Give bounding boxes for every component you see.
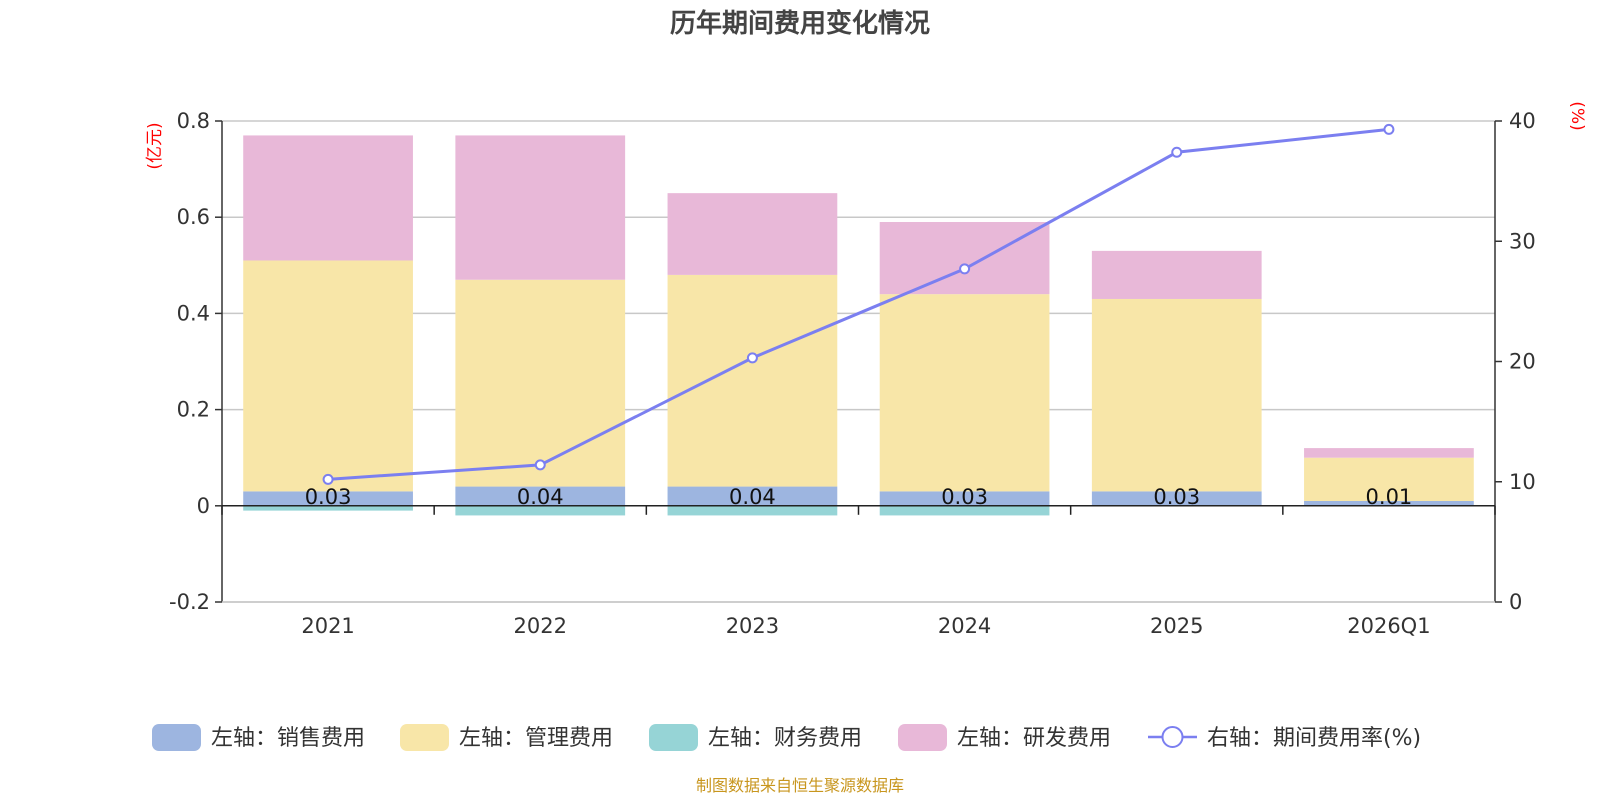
legend-item: 左轴：研发费用 (898, 724, 1111, 751)
rate-point (1171, 146, 1183, 158)
category-label: 2026Q1 (1347, 614, 1430, 638)
legend-item: 左轴：财务费用 (649, 724, 862, 751)
bar-segment (667, 274, 838, 487)
legend-item: 右轴：期间费用率(%) (1148, 726, 1421, 751)
legend-label: 右轴：期间费用率(%) (1207, 726, 1421, 751)
rate-line (322, 123, 1395, 485)
rate-point (534, 459, 546, 471)
legend-label: 左轴：财务费用 (708, 726, 862, 751)
bar-segment (667, 193, 838, 275)
bar-segment (1091, 491, 1262, 506)
left-tick-label: -0.2 (169, 590, 210, 614)
left-tick-label: 0.4 (177, 301, 210, 325)
data-label: 0.04 (729, 485, 776, 509)
bar-segment (879, 294, 1050, 492)
data-label: 0.03 (941, 485, 988, 509)
rate-point (322, 473, 334, 485)
legend-swatch (898, 724, 947, 751)
left-tick-label: 0 (197, 494, 210, 518)
right-tick-label: 20 (1509, 350, 1536, 374)
category-label: 2022 (514, 614, 567, 638)
data-label: 0.03 (1153, 485, 1200, 509)
legend-marker (1161, 726, 1184, 748)
bar-segment (879, 491, 1050, 506)
left-axis-unit: (亿元) (145, 122, 165, 169)
bar-segment (879, 222, 1050, 295)
axes: -0.2 0 0.2 0.4 0.6 0.8 0 10 20 30 40 2021 2022 2023 20… (169, 109, 1536, 638)
right-axis-unit: (%) (1567, 101, 1587, 130)
right-tick-label: 0 (1509, 590, 1522, 614)
rate-point (1383, 123, 1395, 135)
legend-label: 左轴：销售费用 (211, 726, 365, 751)
bar-segment (879, 505, 1050, 516)
legend-item: 左轴：销售费用 (152, 724, 365, 751)
chart-title: 历年期间费用变化情况 (670, 8, 930, 39)
left-tick-label: 0.6 (177, 205, 210, 229)
rate-point (746, 352, 758, 364)
left-tick-label: 0.8 (177, 109, 210, 133)
bar-segment (243, 491, 413, 506)
category-label: 2025 (1150, 614, 1203, 638)
legend-swatch (400, 724, 449, 751)
data-label: 0.01 (1366, 485, 1413, 509)
legend-swatch (152, 724, 201, 751)
bar-segment (243, 260, 413, 492)
legend-swatch (649, 724, 698, 751)
bar-segment (667, 486, 838, 506)
legend-label: 左轴：研发费用 (957, 726, 1111, 751)
bar-segment (1304, 448, 1474, 458)
bar-segment (455, 279, 626, 487)
bar-segment (455, 135, 626, 280)
right-tick-label: 40 (1509, 109, 1536, 133)
bar-segment (1304, 500, 1474, 506)
legend-label: 左轴：管理费用 (459, 726, 613, 751)
bar-segment (1304, 457, 1474, 501)
source-note: 制图数据来自恒生聚源数据库 (696, 776, 904, 795)
category-label: 2023 (726, 614, 779, 638)
legend-item: 左轴：管理费用 (400, 724, 613, 751)
bars: 0.03 0.04 0.04 0.03 0.03 0.01 (243, 135, 1474, 516)
bar-segment (455, 505, 626, 516)
rate-line-path (327, 127, 1390, 481)
bar-segment (1091, 250, 1262, 299)
rate-point (959, 263, 971, 275)
bar-segment (243, 505, 413, 511)
legend: 左轴：销售费用 左轴：管理费用 左轴：财务费用 左轴：研发费用 右轴：期间费用率(%) (152, 724, 1421, 751)
bar-segment (455, 486, 626, 506)
data-label: 0.03 (305, 485, 352, 509)
bar-segment (243, 135, 413, 261)
left-tick-label: 0.2 (177, 398, 210, 422)
category-label: 2024 (938, 614, 991, 638)
bar-segment (667, 505, 838, 516)
right-tick-label: 30 (1509, 229, 1536, 253)
category-label: 2021 (301, 614, 354, 638)
data-label: 0.04 (517, 485, 564, 509)
right-tick-label: 10 (1509, 470, 1536, 494)
bar-segment (1091, 298, 1262, 492)
